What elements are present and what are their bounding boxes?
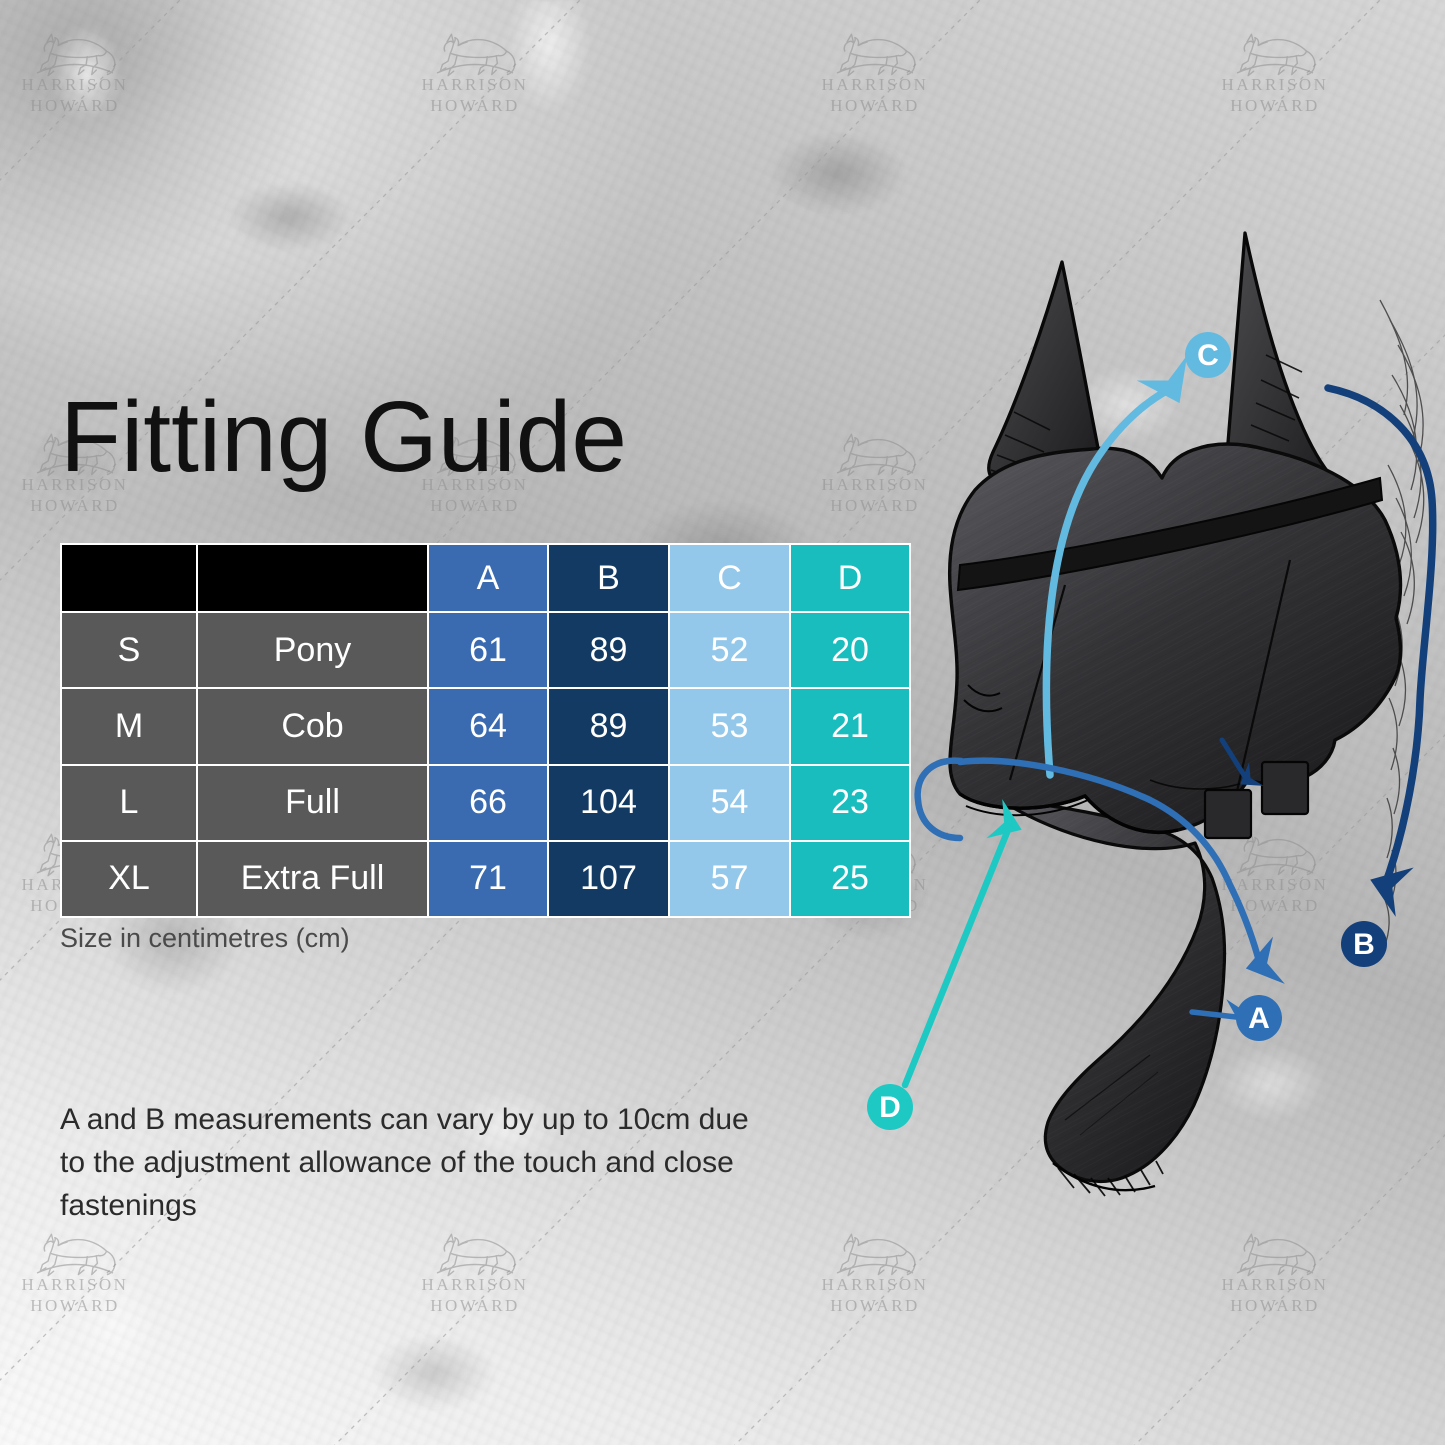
- svg-text:D: D: [879, 1091, 901, 1124]
- svg-text:C: C: [1197, 339, 1219, 372]
- svg-text:B: B: [1353, 928, 1375, 961]
- svg-text:A: A: [1248, 1002, 1270, 1035]
